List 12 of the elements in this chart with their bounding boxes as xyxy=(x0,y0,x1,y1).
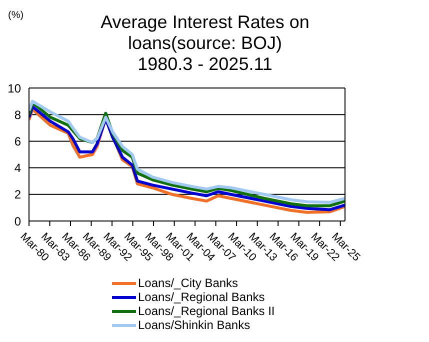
y-tick-label: 6 xyxy=(14,134,22,148)
y-tick-label: 2 xyxy=(14,188,22,202)
legend-label: Loans/Shinkin Banks xyxy=(138,318,250,332)
y-tick-label: 0 xyxy=(14,214,22,228)
y-tick-label: 8 xyxy=(14,108,22,122)
text: (%) xyxy=(8,10,24,21)
y-tick-label: 10 xyxy=(8,81,22,96)
legend-label: Loans/_Regional Banks xyxy=(138,290,265,304)
legend-label: Loans/_Regional Banks II xyxy=(138,304,275,318)
y-tick-label: 4 xyxy=(14,161,22,176)
legend-label: Loans/_City Banks xyxy=(138,276,238,290)
chart-title: Average Interest Rates on loans(source: BOJ) 1980.3 - 2025.11 xyxy=(100,12,310,75)
